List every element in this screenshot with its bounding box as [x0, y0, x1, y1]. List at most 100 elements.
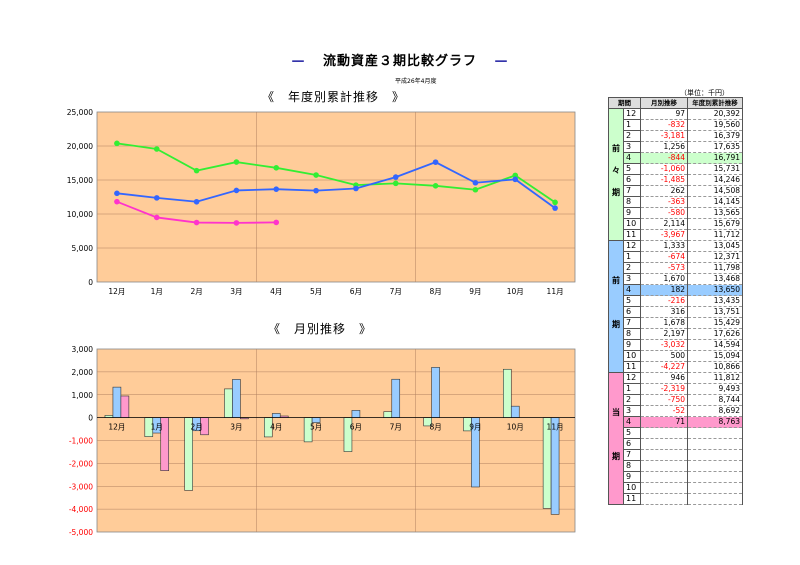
bar-x-tick-label: 12月	[108, 423, 125, 432]
bar-y-tick-label: -5,000	[69, 528, 93, 537]
monthly-value-cell: 97	[640, 108, 688, 120]
month-cell: 1	[623, 251, 641, 263]
series-line-prev2	[116, 142, 556, 204]
monthly-value-cell: -1,060	[640, 163, 688, 175]
table-row: 7 1,678 15,429	[609, 317, 743, 329]
line-y-tick-label: 15,000	[67, 176, 93, 185]
cumulative-value-cell: 12,371	[687, 251, 743, 263]
bar-x-tick-label: 1月	[151, 423, 163, 432]
bar-x-tick-label: 2月	[190, 423, 202, 432]
cumulative-value-cell: 13,650	[687, 284, 743, 296]
month-cell: 10	[623, 350, 641, 362]
cumulative-value-cell: 13,468	[687, 273, 743, 285]
bar-prev	[232, 379, 241, 418]
series-point-prev2	[552, 199, 558, 206]
month-cell: 12	[623, 240, 641, 252]
monthly-value-cell: 2,114	[640, 218, 688, 230]
line-chart: 0 5,000 10,000 15,000 20,000 25,000 12月 1月 2月 3月 4…	[67, 108, 576, 296]
month-cell: 9	[623, 471, 641, 483]
month-cell: 1	[623, 119, 641, 131]
line-x-tick-label: 7月	[390, 287, 402, 296]
series-point-prev	[392, 174, 399, 180]
bar-y-tick-label: 2,000	[72, 368, 94, 377]
bar-x-tick-label: 5月	[310, 423, 322, 432]
table-row: 9	[609, 471, 743, 483]
page-title: — 流動資産３期比較グラフ —	[0, 50, 800, 69]
month-cell: 7	[623, 317, 641, 329]
line-y-tick-label: 10,000	[67, 210, 93, 219]
table-row: 1 -832 19,560	[609, 119, 743, 131]
monthly-value-cell: 71	[640, 416, 688, 428]
title-bar-left: —	[291, 54, 306, 69]
table-row: 9 -580 13,565	[609, 207, 743, 219]
table-row: 1 -2,319 9,493	[609, 383, 743, 395]
table-row: 前 期 12 1,333 13,045	[608, 240, 743, 373]
bar-prev	[351, 410, 361, 418]
monthly-value-cell	[640, 493, 688, 505]
monthly-value-cell	[640, 471, 688, 483]
cumulative-value-cell	[687, 460, 743, 472]
table-header: 月別推移	[640, 97, 688, 109]
series-point-prev	[353, 185, 359, 192]
line-x-tick-label: 6月	[350, 287, 362, 296]
monthly-value-cell	[640, 438, 688, 450]
series-point-current	[193, 219, 200, 226]
monthly-value-cell: 1,333	[640, 240, 688, 252]
series-point-current	[273, 219, 280, 226]
line-x-tick-label: 11月	[547, 287, 564, 296]
line-y-tick-label: 5,000	[72, 244, 94, 253]
series-point-current	[114, 198, 120, 205]
bar-chart-title: 《 月別推移 》	[268, 322, 373, 336]
bar-prev	[510, 405, 520, 418]
bar-y-tick-label: -2,000	[69, 459, 93, 468]
monthly-value-cell: -844	[640, 152, 688, 164]
series-point-prev	[512, 176, 519, 183]
month-cell: 7	[623, 449, 641, 461]
bar-x-tick-label: 3月	[230, 423, 242, 432]
monthly-value-cell: -216	[640, 295, 688, 307]
monthly-value-cell: 262	[640, 185, 688, 197]
cumulative-value-cell: 13,045	[687, 240, 743, 252]
series-point-prev2	[153, 146, 160, 152]
month-cell: 10	[623, 482, 641, 494]
line-x-tick-label: 10月	[507, 287, 524, 296]
monthly-value-cell: -4,227	[640, 361, 688, 373]
unit-label: （単位：千円）	[680, 89, 729, 97]
monthly-value-cell: 1,678	[640, 317, 688, 329]
series-point-prev2	[512, 172, 519, 179]
bar-x-tick-label: 7月	[390, 423, 402, 432]
table-row: 11 -3,967 11,712	[609, 229, 743, 241]
month-cell: 9	[623, 207, 641, 219]
table-row: 当 期 12 946 11,812	[608, 372, 743, 505]
month-cell: 3	[623, 141, 641, 153]
monthly-value-cell: 1,670	[640, 273, 688, 285]
series-point-prev	[472, 179, 479, 186]
month-cell: 12	[623, 108, 641, 120]
table-row: 6	[609, 438, 743, 450]
cumulative-value-cell: 19,560	[687, 119, 743, 131]
monthly-value-cell	[640, 460, 688, 472]
table-row: 3 -52 8,692	[609, 405, 743, 417]
line-y-tick-label: 20,000	[67, 142, 93, 151]
cumulative-value-cell: 13,751	[687, 306, 743, 318]
table-row: 7	[609, 449, 743, 461]
cumulative-value-cell	[687, 427, 743, 439]
series-point-prev	[114, 190, 120, 197]
monthly-value-cell: -573	[640, 262, 688, 274]
table-row: 3 1,670 13,468	[609, 273, 743, 285]
table-header: 期間	[608, 97, 641, 109]
title-text: 流動資産３期比較グラフ	[322, 54, 477, 69]
series-point-current	[153, 214, 160, 221]
month-cell: 9	[623, 339, 641, 351]
cumulative-value-cell: 11,812	[687, 372, 743, 384]
cumulative-value-cell	[687, 493, 743, 505]
table-row: 11	[609, 493, 743, 505]
table-row: 8	[609, 460, 743, 472]
series-point-prev	[153, 195, 160, 201]
cumulative-value-cell: 14,508	[687, 185, 743, 197]
line-chart-title: 《 年度別累計推移 》	[262, 90, 406, 104]
series-point-prev2	[233, 159, 240, 165]
monthly-value-cell: 182	[640, 284, 688, 296]
cumulative-value-cell: 10,866	[687, 361, 743, 373]
cumulative-value-cell: 8,692	[687, 405, 743, 417]
